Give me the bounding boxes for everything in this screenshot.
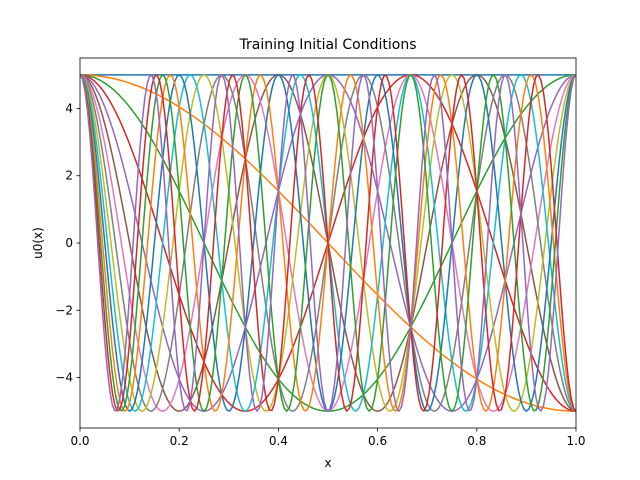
x-tick-label: 0.6 bbox=[368, 434, 387, 448]
x-axis: 0.0 0.2 0.4 0.6 0.8 1.0 bbox=[70, 428, 586, 448]
y-tick-label: −2 bbox=[55, 303, 73, 317]
series-line-k14 bbox=[80, 73, 576, 412]
series-line-k13 bbox=[80, 73, 576, 413]
y-axis: −4 −2 0 2 4 bbox=[55, 101, 80, 385]
x-tick-label: 0.4 bbox=[269, 434, 288, 448]
y-axis-title: u0(x) bbox=[31, 227, 45, 259]
series-line-k12 bbox=[80, 73, 576, 412]
plot-area bbox=[79, 57, 577, 429]
y-tick-label: 0 bbox=[65, 236, 73, 250]
y-tick-label: −4 bbox=[55, 371, 73, 385]
x-tick-label: 0.2 bbox=[170, 434, 189, 448]
y-tick-label: 4 bbox=[65, 101, 73, 115]
series-group bbox=[80, 73, 576, 413]
y-tick-label: 2 bbox=[65, 169, 73, 183]
chart-title: Training Initial Conditions bbox=[239, 37, 417, 53]
x-tick-label: 0.0 bbox=[70, 434, 89, 448]
x-tick-label: 0.8 bbox=[467, 434, 486, 448]
x-tick-label: 1.0 bbox=[566, 434, 585, 448]
x-axis-title: x bbox=[324, 456, 331, 470]
